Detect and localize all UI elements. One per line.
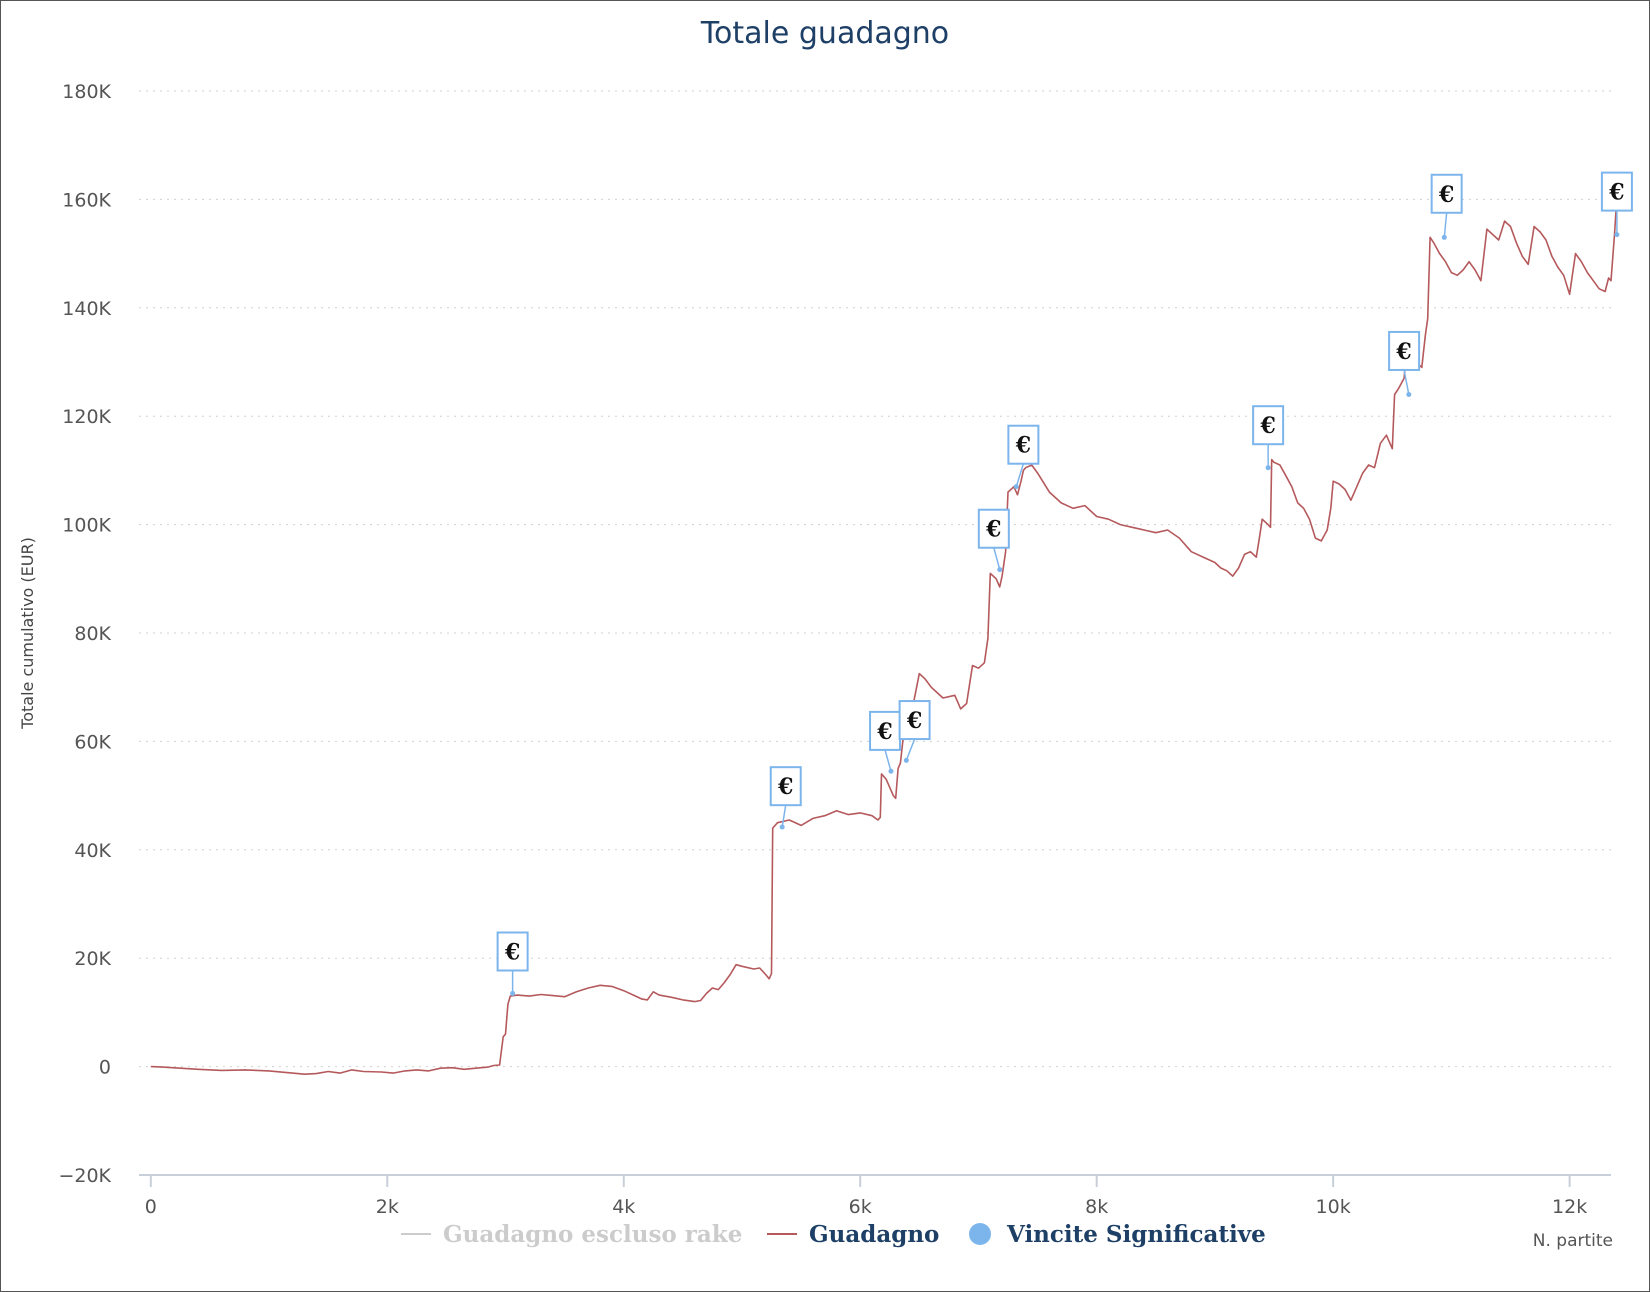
flag-point <box>1441 234 1447 240</box>
flag-box <box>1600 171 1633 212</box>
flag-label: € <box>777 774 793 800</box>
series-layer <box>150 196 1618 1075</box>
flag-point <box>997 567 1003 573</box>
flag-marker: € <box>496 931 529 996</box>
y-tick-label: 40K <box>74 840 111 862</box>
flag-point <box>779 824 785 830</box>
flag-box <box>1007 424 1040 465</box>
legend-circle-swatch <box>969 1223 991 1245</box>
flag-connector <box>884 749 892 772</box>
flag-box <box>898 700 931 741</box>
x-tick-label: 0 <box>145 1196 157 1218</box>
flag-box <box>1388 330 1421 371</box>
y-tick-label: 120K <box>62 406 111 428</box>
legend-item[interactable]: Guadagno escluso rake <box>401 1221 742 1248</box>
flag-marker: € <box>977 508 1010 573</box>
series-line-guadagno <box>150 196 1618 1075</box>
flag-connector <box>905 738 916 761</box>
flag-marker: € <box>769 766 802 830</box>
flag-connector <box>993 547 1001 570</box>
flag-box <box>977 508 1010 549</box>
flag-label: € <box>985 517 1001 543</box>
y-tick-label: 160K <box>62 189 111 211</box>
y-tick-label: 0 <box>99 1057 111 1079</box>
flag-point <box>1013 484 1019 490</box>
flag-marker: € <box>1252 405 1285 471</box>
flag-label: € <box>1015 433 1031 459</box>
legend[interactable]: Guadagno escluso rake Guadagno Vincite Sig… <box>401 1221 1266 1248</box>
x-tick-label: 8k <box>1085 1196 1108 1218</box>
flag-label: € <box>504 939 520 965</box>
flag-label: € <box>1395 339 1411 365</box>
x-tick-label: 6k <box>849 1196 872 1218</box>
y-tick-label: 60K <box>74 731 111 753</box>
y-tick-label: −20K <box>58 1165 111 1187</box>
x-tick-label: 2k <box>376 1196 399 1218</box>
flag-marker: € <box>898 700 931 763</box>
flag-box <box>769 766 802 807</box>
y-tick-label: 140K <box>62 298 111 320</box>
significant-wins-flags: € € € € € € € € € € <box>496 171 1633 996</box>
flag-marker: € <box>1430 173 1463 240</box>
flag-box <box>1430 173 1463 214</box>
legend-item[interactable]: Guadagno <box>767 1221 939 1248</box>
x-axis-label: N. partite <box>1533 1231 1613 1251</box>
flag-box <box>1252 405 1285 446</box>
y-tick-label: 180K <box>62 81 111 103</box>
flag-point <box>888 768 894 774</box>
grid-lines <box>139 90 1611 1068</box>
flag-label: € <box>906 708 922 734</box>
flag-point <box>903 757 909 763</box>
flag-marker: € <box>1007 424 1040 490</box>
y-tick-label: 100K <box>62 515 111 537</box>
legend-label: Vincite Significative <box>1006 1221 1266 1248</box>
flag-label: € <box>1438 182 1454 208</box>
flag-point <box>1265 465 1271 471</box>
flag-connector <box>1443 212 1448 238</box>
flag-label: € <box>1608 180 1624 206</box>
y-tick-label: 80K <box>74 623 111 645</box>
flag-label: € <box>876 719 892 745</box>
x-tick-label: 12k <box>1552 1196 1587 1218</box>
flag-connector <box>1403 369 1410 395</box>
legend-label: Guadagno <box>809 1221 939 1248</box>
x-axis: 0 2k 4k 6k 8k 10k 12k <box>139 1174 1611 1218</box>
y-axis-label: Totale cumulativo (EUR) <box>18 537 37 730</box>
y-tick-label: 20K <box>74 948 111 970</box>
flag-point <box>1406 392 1412 398</box>
flag-label: € <box>1259 413 1275 439</box>
x-tick-label: 4k <box>612 1196 635 1218</box>
x-tick-label: 10k <box>1316 1196 1351 1218</box>
flag-point <box>1614 232 1620 238</box>
flag-connector <box>781 805 787 828</box>
flag-point <box>510 990 516 996</box>
legend-label: Guadagno escluso rake <box>443 1221 742 1248</box>
legend-item[interactable]: Vincite Significative <box>969 1221 1266 1248</box>
flag-box <box>496 931 529 972</box>
flag-marker: € <box>1388 330 1421 398</box>
flag-marker: € <box>1600 171 1633 238</box>
chart-title: Totale guadagno <box>700 16 949 51</box>
flag-connector <box>1015 463 1025 487</box>
flag-marker: € <box>869 710 902 774</box>
y-axis-ticks: −20K 0 20K 40K 60K 80K 100K 120K 140K 160K 180K <box>58 81 111 1187</box>
